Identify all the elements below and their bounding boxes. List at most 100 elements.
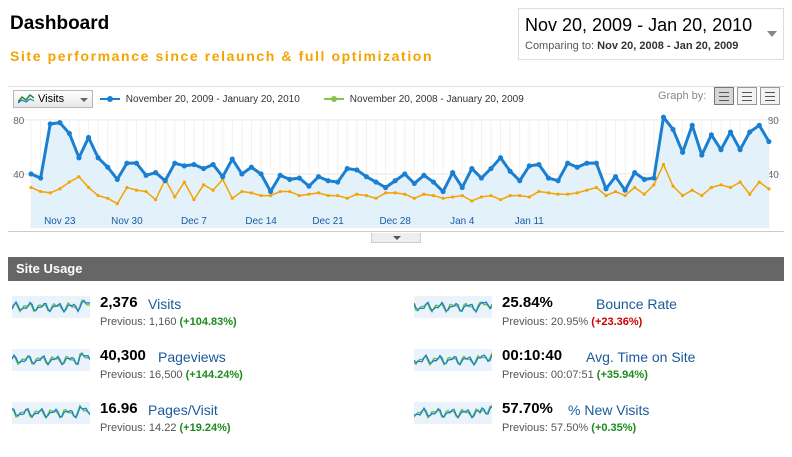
data-point-previous[interactable]	[575, 191, 579, 195]
data-point-previous[interactable]	[125, 185, 129, 190]
stat-name-link[interactable]: Visits	[148, 296, 182, 312]
data-point-current[interactable]	[392, 178, 398, 184]
data-point-previous[interactable]	[106, 196, 110, 200]
data-point-previous[interactable]	[498, 198, 503, 202]
data-point-current[interactable]	[747, 129, 753, 135]
data-point-previous[interactable]	[757, 180, 761, 184]
data-point-current[interactable]	[268, 188, 274, 195]
data-point-current[interactable]	[220, 174, 226, 180]
data-point-previous[interactable]	[489, 194, 493, 198]
data-point-current[interactable]	[622, 187, 628, 193]
data-point-current[interactable]	[191, 161, 197, 168]
data-point-previous[interactable]	[288, 189, 292, 194]
data-point-current[interactable]	[450, 170, 456, 176]
data-point-previous[interactable]	[451, 195, 455, 199]
data-point-previous[interactable]	[364, 194, 369, 198]
graph-by-month-button[interactable]	[760, 87, 780, 105]
chart-expand-button[interactable]	[371, 233, 421, 243]
stat-name-link[interactable]: Bounce Rate	[596, 296, 677, 312]
data-point-previous[interactable]	[719, 183, 723, 187]
data-point-previous[interactable]	[192, 198, 196, 202]
data-point-current[interactable]	[708, 132, 714, 138]
data-point-current[interactable]	[85, 134, 92, 141]
data-point-current[interactable]	[57, 120, 63, 126]
data-point-previous[interactable]	[604, 194, 608, 198]
data-point-current[interactable]	[229, 156, 235, 162]
data-point-current[interactable]	[459, 184, 465, 191]
data-point-current[interactable]	[287, 176, 293, 182]
data-point-previous[interactable]	[642, 192, 646, 196]
data-point-current[interactable]	[517, 178, 523, 184]
data-point-previous[interactable]	[374, 196, 378, 200]
data-point-previous[interactable]	[230, 196, 234, 200]
data-point-previous[interactable]	[58, 187, 62, 191]
data-point-previous[interactable]	[661, 162, 666, 167]
data-point-current[interactable]	[105, 164, 111, 170]
data-point-previous[interactable]	[345, 196, 349, 200]
data-point-previous[interactable]	[690, 188, 694, 192]
data-point-previous[interactable]	[767, 187, 771, 191]
data-point-current[interactable]	[402, 171, 408, 177]
data-point-previous[interactable]	[316, 191, 321, 195]
data-point-previous[interactable]	[403, 192, 407, 196]
data-point-previous[interactable]	[134, 188, 139, 192]
data-point-current[interactable]	[114, 176, 120, 182]
data-point-current[interactable]	[373, 179, 379, 185]
data-point-previous[interactable]	[623, 194, 627, 198]
data-point-current[interactable]	[718, 147, 724, 153]
data-point-current[interactable]	[555, 178, 561, 184]
data-point-previous[interactable]	[326, 194, 330, 198]
data-point-previous[interactable]	[211, 188, 215, 192]
stat-name-link[interactable]: % New Visits	[568, 402, 650, 418]
data-point-current[interactable]	[565, 160, 571, 166]
data-point-previous[interactable]	[700, 194, 704, 198]
data-point-current[interactable]	[574, 164, 580, 170]
data-point-current[interactable]	[354, 167, 360, 173]
data-point-previous[interactable]	[681, 194, 685, 198]
data-point-previous[interactable]	[154, 198, 158, 202]
data-point-previous[interactable]	[115, 202, 119, 206]
data-point-previous[interactable]	[384, 191, 388, 195]
data-point-current[interactable]	[651, 175, 657, 181]
data-point-previous[interactable]	[86, 185, 91, 190]
data-point-current[interactable]	[258, 171, 264, 177]
data-point-current[interactable]	[38, 175, 44, 181]
data-point-previous[interactable]	[748, 192, 752, 196]
data-point-current[interactable]	[181, 163, 187, 169]
data-point-current[interactable]	[306, 183, 312, 189]
data-point-current[interactable]	[200, 165, 207, 172]
data-point-previous[interactable]	[652, 183, 656, 187]
data-point-current[interactable]	[210, 161, 216, 168]
data-point-current[interactable]	[632, 170, 638, 176]
data-point-previous[interactable]	[29, 185, 33, 190]
data-point-previous[interactable]	[307, 192, 311, 196]
data-point-previous[interactable]	[556, 192, 560, 196]
data-point-current[interactable]	[277, 172, 283, 178]
data-point-previous[interactable]	[594, 185, 598, 190]
data-point-current[interactable]	[699, 152, 705, 158]
data-point-previous[interactable]	[269, 194, 273, 198]
data-point-current[interactable]	[296, 175, 302, 181]
data-point-current[interactable]	[584, 160, 590, 166]
data-point-current[interactable]	[76, 155, 82, 161]
data-point-current[interactable]	[488, 165, 494, 172]
data-point-current[interactable]	[680, 149, 686, 155]
data-point-previous[interactable]	[201, 183, 206, 187]
data-point-current[interactable]	[497, 155, 504, 161]
data-point-previous[interactable]	[173, 195, 177, 199]
data-point-current[interactable]	[641, 176, 647, 182]
data-point-current[interactable]	[593, 160, 599, 166]
data-point-previous[interactable]	[240, 189, 244, 194]
data-point-previous[interactable]	[144, 189, 148, 194]
data-point-current[interactable]	[344, 165, 350, 172]
data-point-previous[interactable]	[527, 195, 531, 199]
data-point-current[interactable]	[411, 180, 417, 187]
data-point-current[interactable]	[660, 114, 667, 120]
data-point-previous[interactable]	[67, 180, 71, 184]
data-point-previous[interactable]	[479, 195, 483, 199]
date-range-picker[interactable]: Nov 20, 2009 - Jan 20, 2010 Comparing to…	[518, 8, 784, 60]
data-point-current[interactable]	[124, 160, 130, 166]
data-point-current[interactable]	[737, 147, 743, 153]
data-point-previous[interactable]	[336, 194, 340, 198]
data-point-current[interactable]	[469, 165, 475, 172]
